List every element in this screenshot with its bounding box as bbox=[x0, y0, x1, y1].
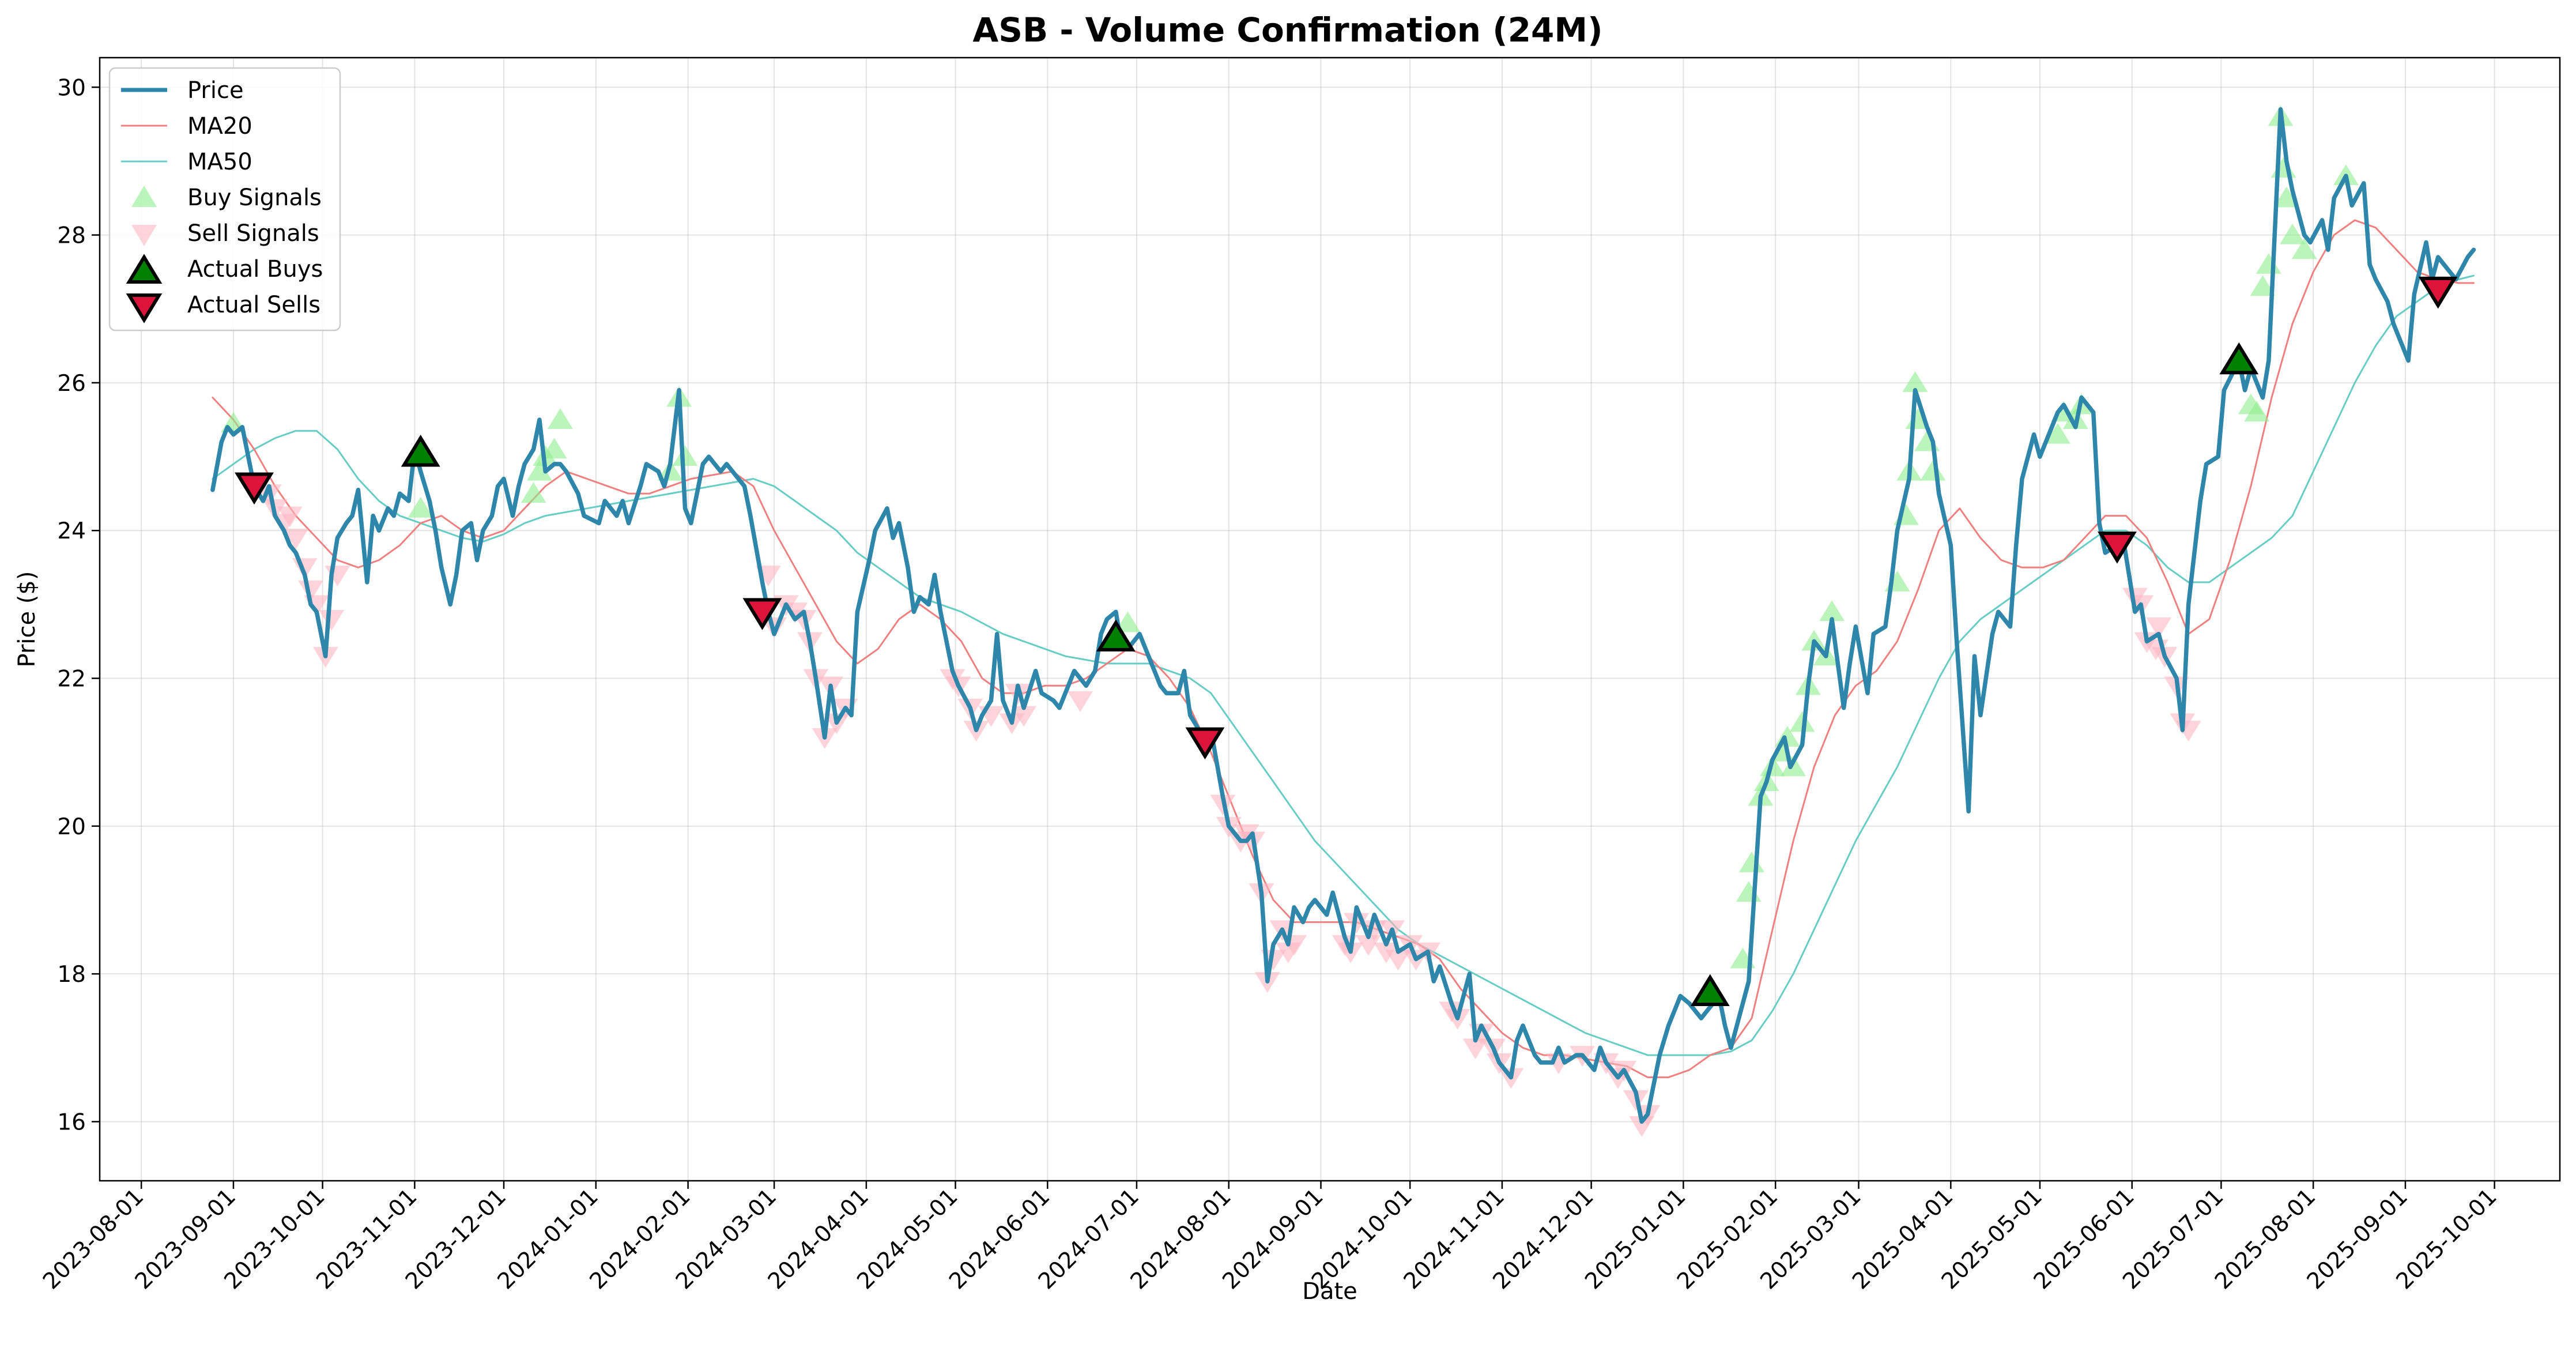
buy-signal-marker bbox=[2280, 223, 2306, 244]
sell-signal-marker bbox=[1385, 950, 1411, 971]
legend-box bbox=[108, 67, 341, 332]
chart-title: ASB - Volume Confirmation (24M) bbox=[972, 10, 1602, 50]
legend-sell-signal-marker bbox=[131, 225, 157, 246]
buy-signal-marker bbox=[408, 496, 433, 518]
y-axis: 16 18 20 22 24 26 28 30 bbox=[57, 75, 100, 1135]
buy-signal-marker bbox=[541, 438, 567, 459]
actual-buy-marker bbox=[401, 434, 440, 467]
buy-signal-marker bbox=[2045, 423, 2070, 444]
buy-signal-marker bbox=[2244, 401, 2270, 422]
actual-sell-marker bbox=[235, 472, 274, 505]
legend-actual-sells-label: Actual Sells bbox=[187, 292, 320, 318]
grid-lines bbox=[100, 58, 2560, 1181]
buy-signal-marker bbox=[2273, 186, 2299, 208]
buy-signal-marker bbox=[2291, 238, 2317, 259]
y-tick-label: 20 bbox=[57, 814, 86, 840]
buy-signal-marker bbox=[1819, 600, 1845, 622]
sell-signal-marker bbox=[297, 580, 323, 601]
actual-buy-marker bbox=[2219, 342, 2259, 375]
buy-signal-marker bbox=[2250, 275, 2276, 296]
buy-signal-marker bbox=[526, 460, 552, 481]
legend-buy-signals-label: Buy Signals bbox=[187, 184, 322, 211]
ma20-line bbox=[212, 219, 2475, 1079]
actual-buy-marker bbox=[1096, 619, 1136, 652]
sell-signal-marker bbox=[283, 529, 309, 550]
legend-price-label: Price bbox=[187, 77, 244, 104]
plot-frame bbox=[99, 57, 2561, 1182]
y-axis-label: Price ($) bbox=[14, 571, 40, 668]
buy-signal-marker bbox=[547, 408, 573, 429]
x-axis-label: Date bbox=[1302, 1278, 1357, 1305]
buy-signal-marker bbox=[1920, 460, 1946, 481]
legend-actual-buys-label: Actual Buys bbox=[187, 256, 323, 283]
legend: Price MA20 MA50 Buy Signals Sell Signals… bbox=[108, 67, 341, 332]
actual-sell-marker bbox=[2418, 276, 2458, 309]
legend-buy-signal-marker bbox=[131, 186, 157, 207]
legend-ma50-label: MA50 bbox=[187, 149, 252, 175]
y-tick-label: 24 bbox=[57, 518, 86, 544]
buy-signal-marker bbox=[1902, 371, 1928, 392]
ma20-series bbox=[212, 219, 2475, 1079]
sell-signal-marker bbox=[1373, 942, 1399, 963]
sell-signal-marker bbox=[1011, 706, 1037, 727]
sell-signal-marker bbox=[1068, 691, 1093, 712]
legend-sell-signals-label: Sell Signals bbox=[187, 220, 319, 247]
y-tick-label: 30 bbox=[57, 75, 86, 101]
buy-signal-marker bbox=[1789, 711, 1815, 732]
y-tick-label: 16 bbox=[57, 1109, 86, 1135]
price-line bbox=[210, 107, 2476, 1124]
price-series bbox=[210, 107, 2476, 1124]
sell-signal-marker bbox=[319, 610, 345, 631]
actual-sell-marker bbox=[2098, 532, 2137, 564]
buy-signal-marker bbox=[672, 445, 698, 466]
legend-ma20-label: MA20 bbox=[187, 113, 252, 140]
actual-sell-marker bbox=[1185, 727, 1225, 760]
legend-actual-buy-marker bbox=[126, 254, 163, 284]
y-tick-label: 28 bbox=[57, 223, 86, 249]
buy-signal-marker bbox=[521, 482, 546, 503]
sell-signal-marker bbox=[277, 506, 303, 528]
actual-trade-markers bbox=[235, 276, 2458, 1006]
y-tick-label: 22 bbox=[57, 666, 86, 692]
actual-buy-marker bbox=[1690, 974, 1730, 1006]
actual-sell-marker bbox=[742, 598, 782, 630]
y-tick-label: 18 bbox=[57, 962, 86, 988]
sell-signal-marker bbox=[2146, 617, 2172, 638]
legend-actual-sell-marker bbox=[126, 293, 163, 323]
y-tick-label: 26 bbox=[57, 371, 86, 397]
buy-signal-marker bbox=[1115, 611, 1141, 632]
